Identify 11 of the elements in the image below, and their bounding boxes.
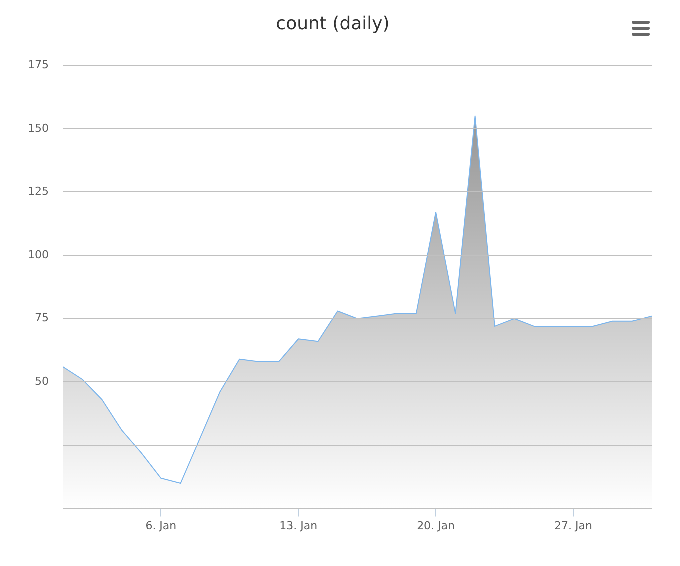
x-tick-label: 27. Jan [554, 519, 592, 532]
y-tick-label: 150 [28, 122, 49, 135]
y-tick-label: 125 [28, 185, 49, 198]
x-tick-label: 13. Jan [280, 519, 318, 532]
y-tick-label: 50 [34, 375, 49, 388]
y-tick-label: 100 [28, 248, 49, 262]
chart-title: count (daily) [276, 13, 390, 34]
y-tick-label: 75 [34, 312, 49, 325]
x-tick-label: 6. Jan [146, 519, 177, 532]
y-tick-label: 175 [28, 58, 49, 72]
x-tick-label: 20. Jan [417, 519, 456, 532]
